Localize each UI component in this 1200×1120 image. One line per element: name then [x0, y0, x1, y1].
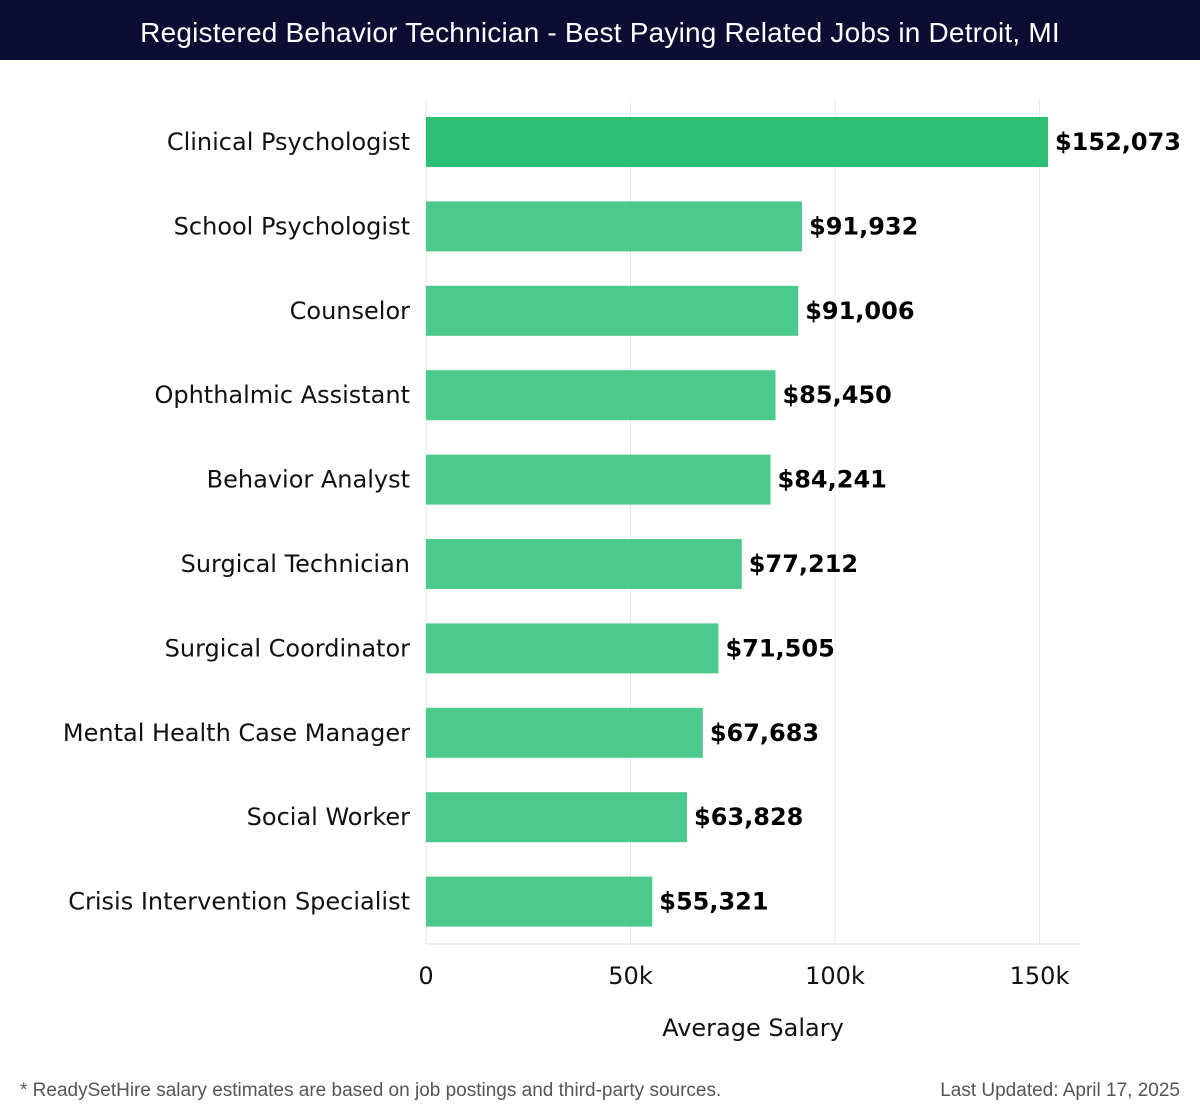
category-label: Crisis Intervention Specialist — [68, 888, 410, 916]
category-label: Clinical Psychologist — [167, 128, 410, 156]
value-label: $67,683 — [710, 719, 819, 747]
value-label: $71,505 — [725, 634, 834, 662]
value-label: $55,321 — [659, 888, 768, 916]
bar — [426, 201, 803, 252]
tick-label: 100k — [805, 962, 865, 990]
tick-label: 50k — [608, 962, 653, 990]
value-label: $152,073 — [1055, 128, 1181, 156]
value-label: $91,932 — [809, 212, 918, 240]
category-label: Behavior Analyst — [207, 466, 410, 494]
bar — [426, 876, 653, 927]
value-label: $63,828 — [694, 803, 803, 831]
tick-label: 0 — [418, 962, 433, 990]
category-label: Counselor — [290, 297, 410, 325]
category-label: Ophthalmic Assistant — [154, 381, 410, 409]
x-axis-label: Average Salary — [662, 1014, 844, 1042]
bar — [426, 623, 719, 674]
tick-label: 150k — [1010, 962, 1070, 990]
last-updated: Last Updated: April 17, 2025 — [940, 1080, 1180, 1101]
category-label: Mental Health Case Manager — [63, 719, 410, 747]
bar — [426, 454, 771, 505]
bar-chart: Clinical Psychologist $152,073 School Psyc… — [63, 100, 1181, 1042]
value-label: $84,241 — [778, 466, 887, 494]
value-label: $91,006 — [805, 297, 914, 325]
bar — [426, 370, 776, 421]
category-label: School Psychologist — [174, 212, 410, 240]
chart-title: Registered Behavior Technician - Best Pa… — [0, 0, 1200, 60]
category-label: Surgical Coordinator — [165, 634, 410, 662]
bar — [426, 707, 703, 758]
category-label: Social Worker — [247, 803, 410, 831]
value-label: $85,450 — [782, 381, 891, 409]
category-label: Surgical Technician — [181, 550, 410, 578]
value-label: $77,212 — [749, 550, 858, 578]
footnote: * ReadySetHire salary estimates are base… — [20, 1080, 722, 1101]
bar — [426, 285, 799, 336]
bar — [426, 792, 688, 843]
bar — [426, 117, 1048, 167]
bar — [426, 539, 742, 589]
